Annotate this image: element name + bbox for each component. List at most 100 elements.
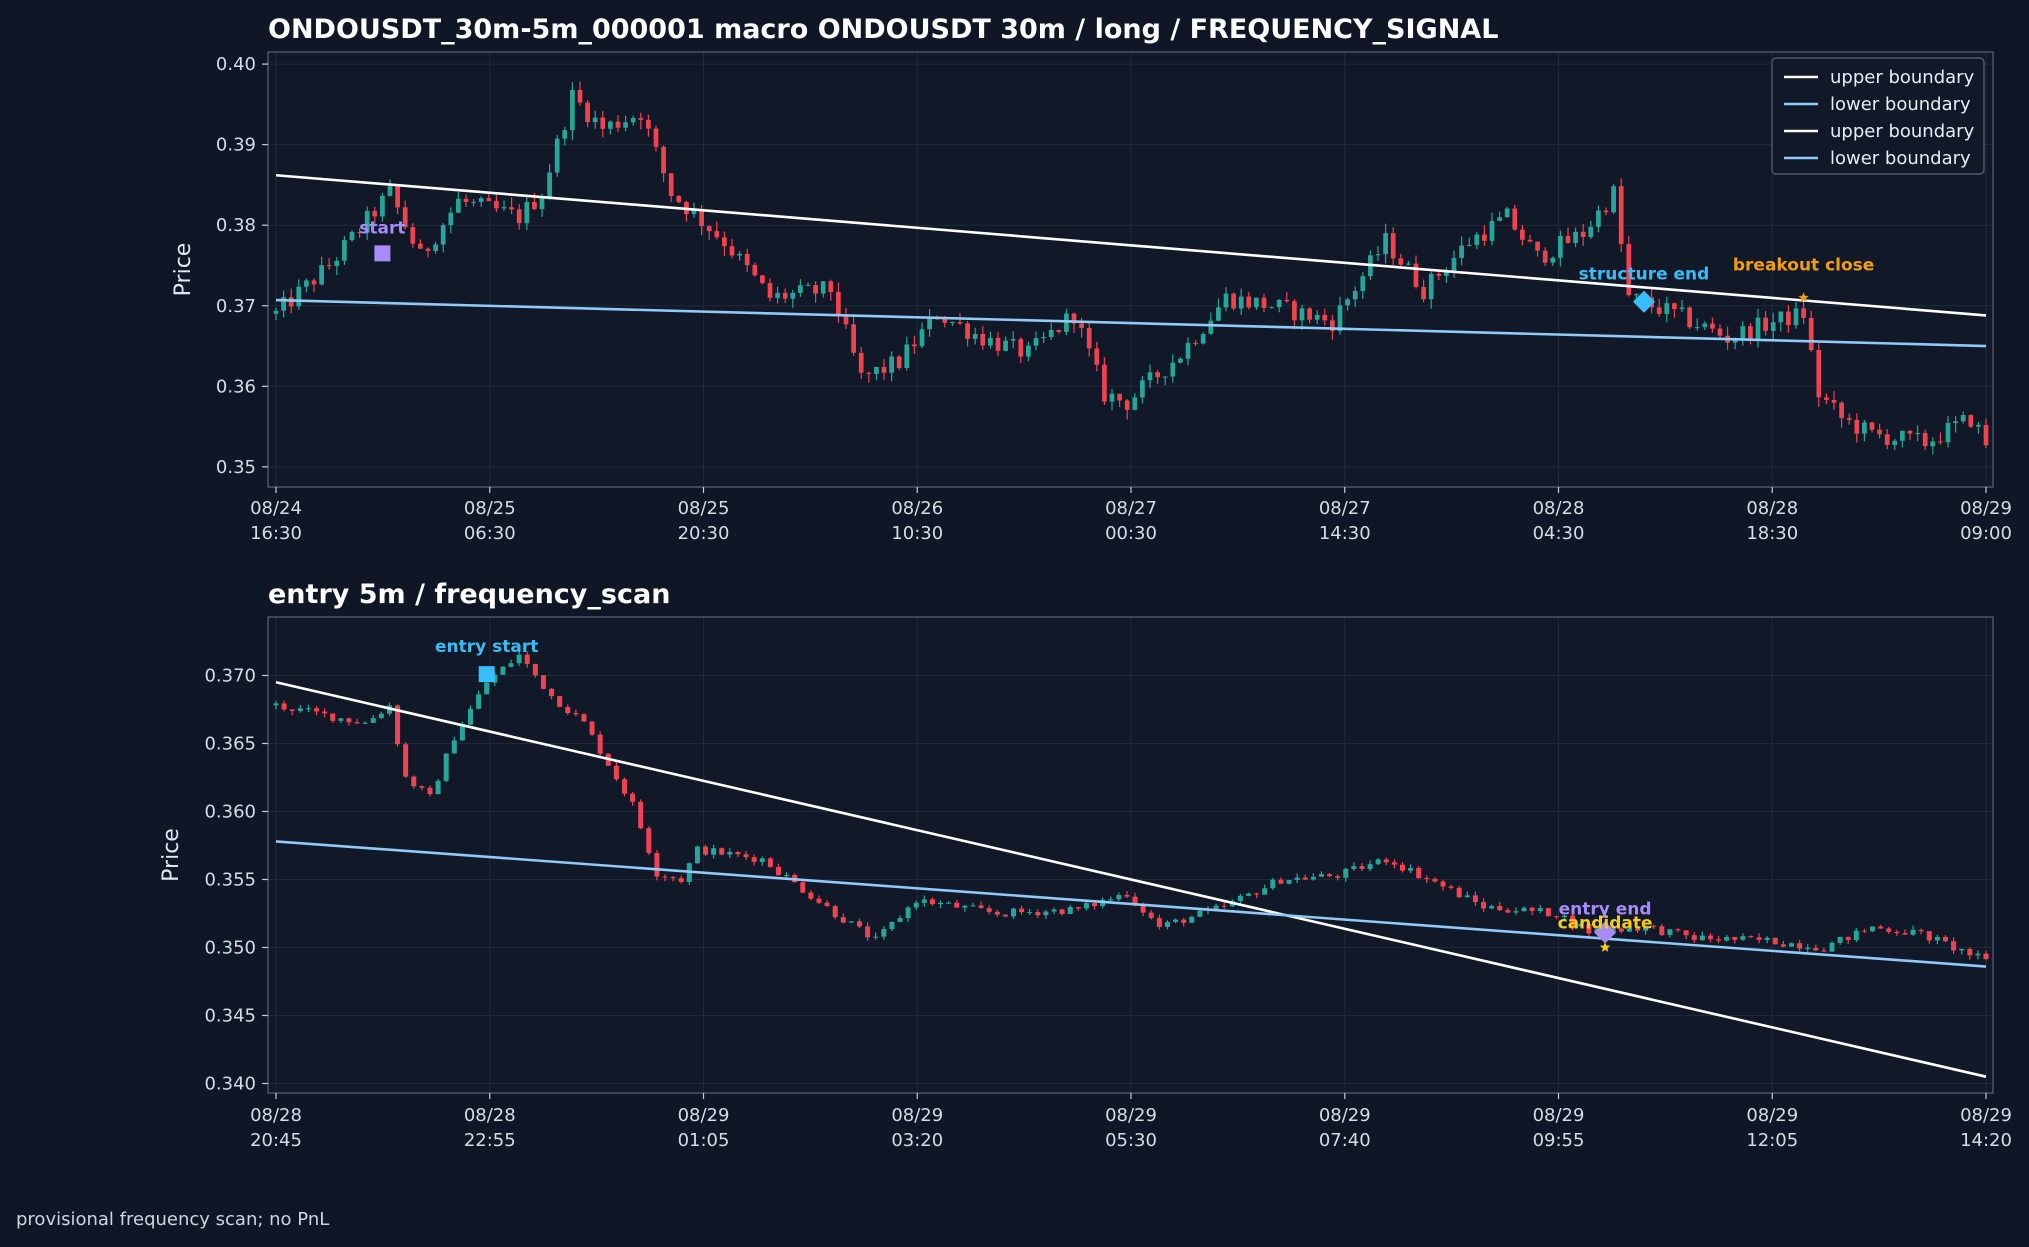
candle-body xyxy=(767,858,773,867)
candle-body xyxy=(1173,919,1179,923)
candle-body xyxy=(1156,918,1162,927)
candle-body xyxy=(978,905,984,909)
candle xyxy=(751,854,757,866)
y-tick-label: 0.355 xyxy=(204,869,256,890)
candle xyxy=(1213,903,1219,910)
candle xyxy=(1360,272,1366,299)
candle-body xyxy=(1664,303,1670,314)
candle xyxy=(402,200,408,230)
candle-body xyxy=(581,714,587,722)
candle xyxy=(646,826,652,856)
candle-body xyxy=(410,227,416,244)
upper-boundary-line xyxy=(275,681,1987,1078)
candles xyxy=(273,651,1989,961)
candle xyxy=(1611,183,1616,215)
candle xyxy=(950,321,955,327)
candle xyxy=(1497,901,1503,912)
candle-body xyxy=(1687,307,1692,328)
candle-body xyxy=(1051,909,1057,912)
candle-body xyxy=(1197,910,1203,917)
candle xyxy=(1459,236,1464,266)
candle-body xyxy=(1824,397,1829,400)
candle-body xyxy=(1310,876,1316,880)
candle xyxy=(735,851,741,858)
candle xyxy=(1900,430,1905,448)
candle-body xyxy=(1270,879,1276,889)
y-tick-label: 0.38 xyxy=(216,215,256,236)
candle xyxy=(828,279,834,301)
candle xyxy=(813,281,818,303)
candle-body xyxy=(1580,231,1586,238)
candle xyxy=(1588,220,1594,239)
candle-body xyxy=(1116,895,1122,900)
candle-body xyxy=(1292,301,1297,321)
candle-body xyxy=(1284,299,1290,302)
candle-body xyxy=(1327,874,1333,877)
candle-body xyxy=(653,128,659,147)
candle-body xyxy=(889,921,895,930)
x-tick-label-date: 08/29 xyxy=(891,1105,943,1126)
candle-body xyxy=(478,198,484,202)
candle xyxy=(1824,393,1829,405)
candle-body xyxy=(929,899,935,905)
candle-body xyxy=(1634,294,1639,296)
candle-body xyxy=(273,703,279,706)
candle xyxy=(1664,296,1670,323)
candle xyxy=(1675,928,1681,933)
candle xyxy=(1953,415,1958,433)
candle xyxy=(824,900,830,907)
legend: upper boundary lower boundary upper bounda… xyxy=(1771,57,1985,175)
x-tick-label-time: 00:30 xyxy=(1105,523,1157,544)
candle-body xyxy=(1360,276,1366,291)
candle xyxy=(1262,884,1268,895)
x-tick-label-time: 14:30 xyxy=(1319,523,1371,544)
candle-body xyxy=(919,329,925,347)
candle-body xyxy=(1976,424,1981,427)
x-tick-label-time: 05:30 xyxy=(1105,1130,1157,1151)
candle-body xyxy=(1521,907,1527,912)
candle-body xyxy=(1140,380,1145,398)
candle-body xyxy=(1565,236,1571,243)
candle xyxy=(1976,422,1981,434)
candle-body xyxy=(305,708,311,710)
candle xyxy=(557,696,563,708)
candle-body xyxy=(451,740,457,754)
candle xyxy=(905,906,911,923)
candle-body xyxy=(577,89,583,103)
candle xyxy=(1573,227,1578,248)
candle xyxy=(1216,298,1221,322)
candle-body xyxy=(1667,929,1673,935)
candle xyxy=(570,82,575,140)
candle xyxy=(554,134,560,177)
candle xyxy=(1853,927,1859,943)
candle-body xyxy=(435,780,441,795)
candle xyxy=(1870,926,1876,932)
candle xyxy=(577,81,583,106)
candle-body xyxy=(1170,362,1176,377)
candle-body xyxy=(1837,936,1843,943)
candle-body xyxy=(865,926,871,938)
candle-body xyxy=(589,721,595,735)
candle-body xyxy=(1383,859,1389,863)
candle xyxy=(737,251,742,261)
x-tick-label-date: 08/29 xyxy=(1105,1105,1157,1126)
candle-body xyxy=(1983,424,1989,446)
candle xyxy=(1788,942,1795,947)
candle xyxy=(1322,308,1328,326)
breakout-close-marker xyxy=(1798,292,1809,303)
candle xyxy=(1837,936,1843,945)
candle xyxy=(1504,206,1510,218)
x-tick-label-time: 04:30 xyxy=(1533,523,1585,544)
candle xyxy=(304,278,309,293)
candle-body xyxy=(1208,320,1214,334)
candle xyxy=(334,257,340,276)
candle xyxy=(790,289,796,308)
candle-body xyxy=(927,317,932,330)
start-marker xyxy=(374,245,391,262)
candle xyxy=(1043,909,1049,920)
candle-body xyxy=(1894,931,1900,934)
candle-body xyxy=(737,253,742,256)
candle-body xyxy=(840,917,846,923)
